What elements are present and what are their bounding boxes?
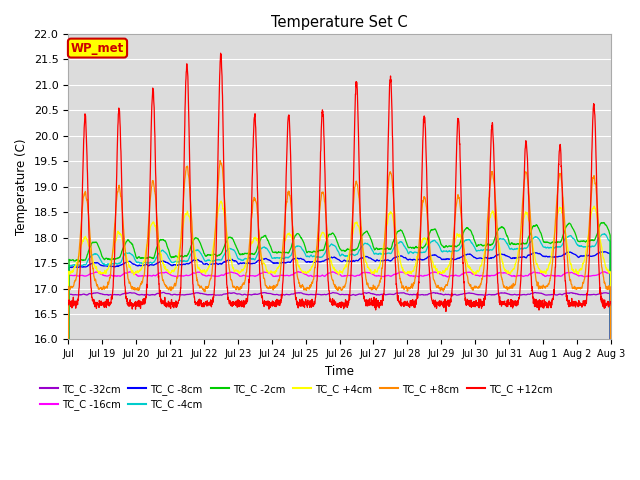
X-axis label: Time: Time	[325, 365, 354, 378]
Legend: TC_C -32cm, TC_C -16cm, TC_C -8cm, TC_C -4cm, TC_C -2cm, TC_C +4cm, TC_C +8cm, T: TC_C -32cm, TC_C -16cm, TC_C -8cm, TC_C …	[36, 380, 557, 414]
Text: WP_met: WP_met	[71, 42, 124, 55]
Title: Temperature Set C: Temperature Set C	[271, 15, 408, 30]
Y-axis label: Temperature (C): Temperature (C)	[15, 138, 28, 235]
